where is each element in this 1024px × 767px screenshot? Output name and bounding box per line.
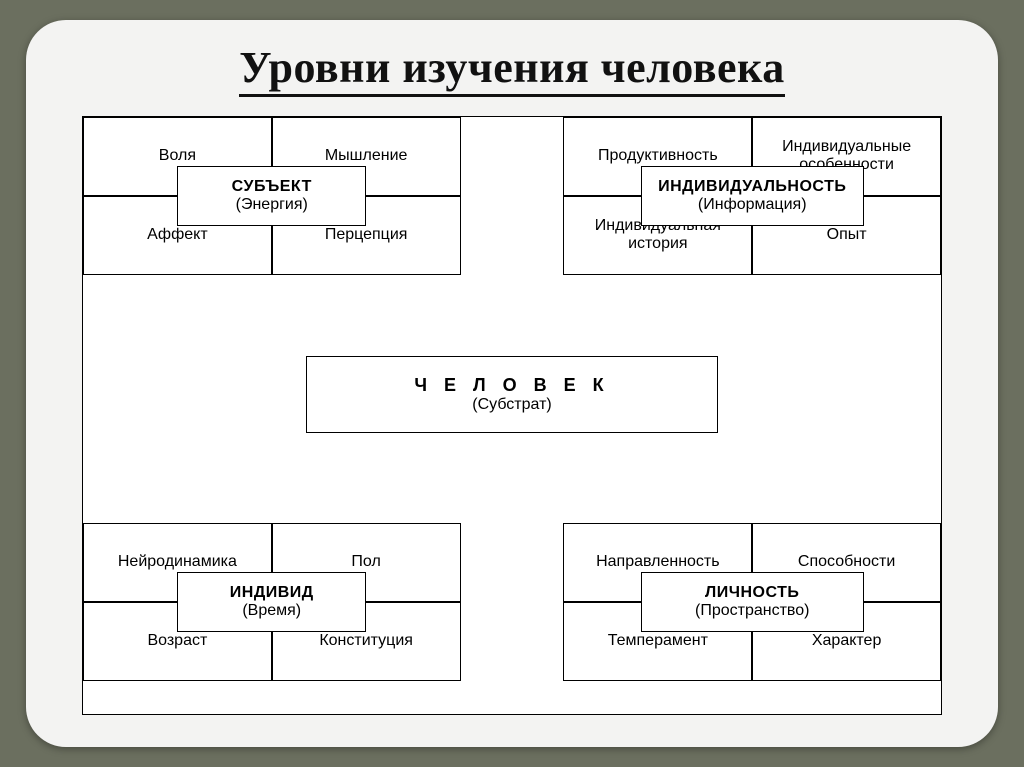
slide-title: Уровни изучения человека — [26, 42, 998, 93]
slide-title-text: Уровни изучения человека — [239, 43, 784, 97]
tr-quadrant-subtitle: (Информация) — [698, 196, 807, 214]
tr-quadrant-title: ИНДИВИДУАЛЬНОСТЬ — [658, 178, 846, 196]
br-quadrant-title: ЛИЧНОСТЬ — [705, 584, 799, 602]
center-box: Ч Е Л О В Е К (Субстрат) — [306, 356, 718, 434]
center-title: Ч Е Л О В Е К — [414, 375, 609, 396]
tr-quadrant-label: ИНДИВИДУАЛЬНОСТЬ (Информация) — [641, 166, 864, 226]
br-quadrant-label: ЛИЧНОСТЬ (Пространство) — [641, 572, 864, 632]
bl-quadrant-label: ИНДИВИД (Время) — [177, 572, 366, 632]
tl-quadrant-label: СУБЪЕКТ (Энергия) — [177, 166, 366, 226]
bl-quadrant-title: ИНДИВИД — [230, 584, 314, 602]
br-quadrant-subtitle: (Пространство) — [695, 602, 809, 620]
slide-card: Уровни изучения человека Воля Мышление А… — [26, 20, 998, 747]
diagram-area: Воля Мышление Аффект Перцепция СУБЪЕКТ (… — [82, 116, 942, 715]
center-subtitle: (Субстрат) — [472, 396, 551, 414]
bl-quadrant-subtitle: (Время) — [242, 602, 301, 620]
tl-quadrant-subtitle: (Энергия) — [236, 196, 308, 214]
slide-background: Уровни изучения человека Воля Мышление А… — [0, 0, 1024, 767]
tl-quadrant-title: СУБЪЕКТ — [232, 178, 312, 196]
